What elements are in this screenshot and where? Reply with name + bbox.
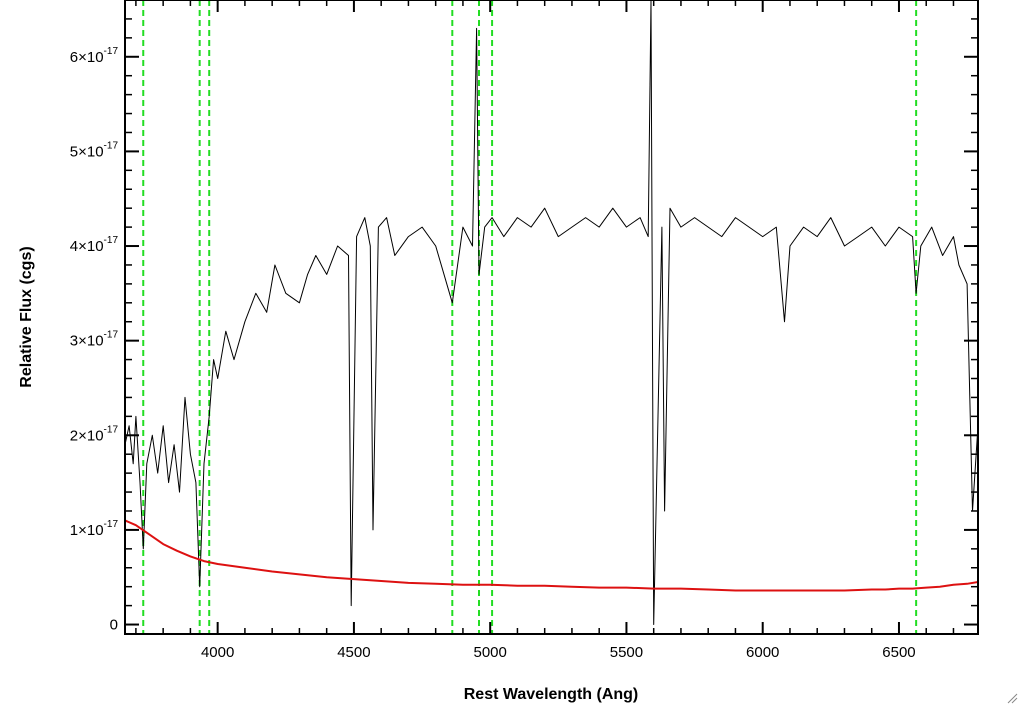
y-tick-label-4: 4×10-17 — [70, 235, 119, 255]
x-tick-label-3: 5500 — [610, 644, 643, 661]
series-line-0 — [124, 0, 979, 625]
x-tick-label-1: 4500 — [337, 644, 370, 661]
y-tick-label-0: 0 — [110, 617, 118, 634]
y-tick-label-1: 1×10-17 — [70, 519, 119, 539]
x-axis-ticks: 4000 4500 5000 5500 6000 6500 — [135, 0, 955, 661]
emission-line-markers — [142, 0, 918, 634]
y-tick-label-6: 6×10-17 — [70, 46, 119, 66]
x-tick-label-5: 6500 — [882, 644, 915, 661]
y-tick-label-2: 2×10-17 — [70, 424, 119, 444]
y-axis-ticks: 0 1×10-17 2×10-17 3×10-17 4×10-17 5×10-17 6×10… — [70, 18, 978, 634]
x-tick-label-0: 4000 — [201, 644, 234, 661]
x-tick-label-4: 6000 — [746, 644, 779, 661]
spectrum-series — [124, 0, 979, 625]
x-tick-label-2: 5000 — [473, 644, 506, 661]
plot-frame — [124, 0, 979, 635]
y-tick-label-3: 3×10-17 — [70, 330, 119, 350]
y-tick-label-5: 5×10-17 — [70, 140, 119, 160]
series-line-1 — [124, 519, 979, 592]
y-axis-title: Relative Flux (cgs) — [18, 246, 35, 387]
x-axis-title: Rest Wavelength (Ang) — [464, 686, 639, 703]
resize-grip-icon[interactable] — [1007, 693, 1018, 704]
